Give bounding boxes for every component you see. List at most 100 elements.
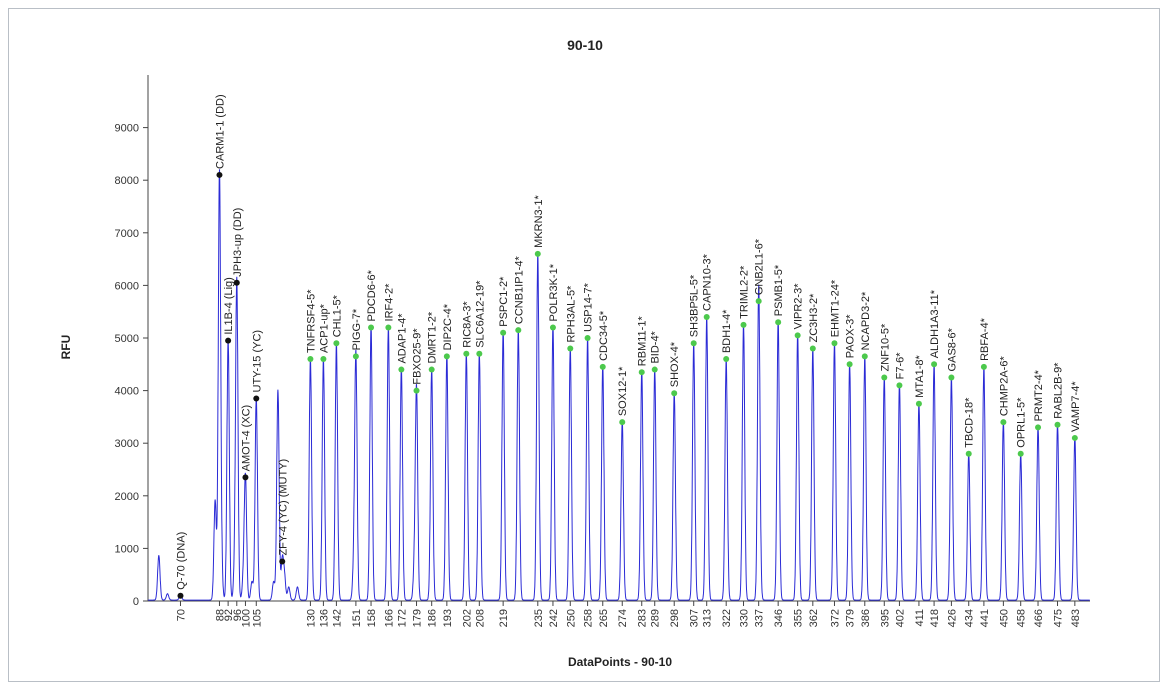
peak-label: RIC8A-3* bbox=[461, 301, 473, 348]
green-peak-marker bbox=[476, 350, 483, 357]
green-peak-marker bbox=[1071, 434, 1078, 441]
x-tick-label: 434 bbox=[964, 609, 976, 627]
x-tick-label: 105 bbox=[251, 609, 263, 627]
peak-label: ALDH1A3-11* bbox=[929, 289, 941, 358]
black-peak-marker bbox=[233, 279, 240, 286]
x-tick-label: 158 bbox=[366, 609, 378, 627]
x-tick-label: 265 bbox=[598, 609, 610, 627]
peak-label: RPH3AL-5* bbox=[565, 285, 577, 343]
peak-label: NCAPD3-2* bbox=[860, 291, 872, 350]
green-peak-marker bbox=[948, 374, 955, 381]
green-peak-marker bbox=[638, 369, 645, 376]
green-peak-marker bbox=[896, 382, 903, 389]
x-tick-label: 172 bbox=[396, 609, 408, 627]
x-tick-label: 219 bbox=[498, 609, 510, 627]
peak-label: ZC3H3-2* bbox=[808, 293, 820, 343]
y-tick-label: 9000 bbox=[115, 123, 139, 135]
green-peak-marker bbox=[500, 329, 507, 336]
y-tick-label: 4000 bbox=[115, 386, 139, 398]
x-tick-label: 379 bbox=[845, 609, 857, 627]
peak-label: IL1B-4 (Lig) bbox=[223, 277, 235, 334]
x-tick-label: 426 bbox=[946, 609, 958, 627]
peak-label: CAPN10-3* bbox=[702, 253, 714, 311]
black-peak-marker bbox=[242, 474, 249, 481]
peak-label: ACP1-up* bbox=[318, 303, 330, 353]
x-tick-label: 100 bbox=[240, 609, 252, 627]
green-peak-marker bbox=[651, 366, 658, 373]
x-tick-label: 337 bbox=[754, 609, 766, 627]
peak-label: RBM11-1* bbox=[637, 316, 649, 367]
peak-label: F7-6* bbox=[894, 352, 906, 380]
green-peak-marker bbox=[755, 298, 762, 305]
peak-label: EHMT1-24* bbox=[829, 279, 841, 337]
black-peak-marker bbox=[253, 395, 260, 402]
peak-label: PRMT2-4* bbox=[1033, 369, 1045, 421]
green-peak-marker bbox=[794, 332, 801, 339]
peak-label: GAS8-6* bbox=[946, 327, 958, 371]
green-peak-marker bbox=[619, 419, 626, 426]
peak-label: AMOT-4 (XC) bbox=[240, 405, 252, 472]
y-tick-label: 3000 bbox=[115, 438, 139, 450]
peak-label: PSMB1-5* bbox=[773, 264, 785, 316]
peak-label: SLC6A12-19* bbox=[474, 280, 486, 348]
green-peak-marker bbox=[307, 356, 314, 363]
peak-label: DMRT1-2* bbox=[427, 311, 439, 363]
x-tick-label: 202 bbox=[461, 609, 473, 627]
y-tick-label: 2000 bbox=[115, 491, 139, 503]
x-tick-label: 450 bbox=[998, 609, 1010, 627]
peak-label: OPRL1-5* bbox=[1016, 397, 1028, 448]
x-tick-label: 466 bbox=[1033, 609, 1045, 627]
green-peak-marker bbox=[398, 366, 405, 373]
x-tick-label: 346 bbox=[773, 609, 785, 627]
x-tick-label: 193 bbox=[442, 609, 454, 627]
x-tick-label: 386 bbox=[860, 609, 872, 627]
x-tick-label: 475 bbox=[1053, 609, 1065, 627]
green-peak-marker bbox=[831, 340, 838, 347]
peak-label: DIP2C-4* bbox=[442, 303, 454, 350]
x-tick-label: 258 bbox=[583, 609, 595, 627]
y-axis-title: RFU bbox=[59, 335, 73, 360]
x-tick-label: 274 bbox=[617, 609, 629, 627]
peak-label: ZNF10-5* bbox=[879, 323, 891, 371]
black-peak-marker bbox=[216, 171, 223, 178]
peak-label: CARM1-1 (DD) bbox=[214, 94, 226, 169]
x-tick-label: 88 bbox=[214, 609, 226, 621]
green-peak-marker bbox=[549, 324, 556, 331]
x-tick-label: 307 bbox=[689, 609, 701, 627]
x-axis-title: DataPoints - 90-10 bbox=[568, 655, 672, 669]
green-peak-marker bbox=[443, 353, 450, 360]
green-peak-marker bbox=[846, 361, 853, 368]
x-tick-label: 136 bbox=[318, 609, 330, 627]
x-tick-label: 298 bbox=[669, 609, 681, 627]
peak-label: POLR3K-1* bbox=[548, 263, 560, 321]
peak-label: SHOX-4* bbox=[669, 341, 681, 387]
green-peak-marker bbox=[861, 353, 868, 360]
peak-label: PSPC1-2* bbox=[498, 276, 510, 327]
y-tick-label: 1000 bbox=[115, 543, 139, 555]
green-peak-marker bbox=[428, 366, 435, 373]
peak-label: GNB2L1-6* bbox=[754, 238, 766, 295]
peak-label: VAMP7-4* bbox=[1070, 381, 1082, 432]
peak-label: RBFA-4* bbox=[979, 317, 991, 361]
peak-label: MTA1-8* bbox=[914, 354, 926, 397]
green-peak-marker bbox=[915, 400, 922, 407]
peak-label: CDC34-5* bbox=[598, 310, 610, 361]
peak-label: TNFRSF4-5* bbox=[305, 289, 317, 353]
green-peak-marker bbox=[320, 356, 327, 363]
y-tick-label: 6000 bbox=[115, 280, 139, 292]
green-peak-marker bbox=[584, 335, 591, 341]
peak-label: VIPR2-3* bbox=[793, 283, 805, 330]
chart-frame bbox=[8, 8, 1160, 682]
x-tick-label: 411 bbox=[914, 609, 926, 627]
x-tick-label: 250 bbox=[565, 609, 577, 627]
green-peak-marker bbox=[1000, 419, 1007, 426]
x-tick-label: 179 bbox=[412, 609, 424, 627]
green-peak-marker bbox=[385, 324, 392, 331]
green-peak-marker bbox=[723, 356, 730, 363]
green-peak-marker bbox=[515, 327, 522, 334]
green-peak-marker bbox=[980, 363, 987, 370]
black-peak-marker bbox=[225, 337, 232, 344]
x-tick-label: 283 bbox=[637, 609, 649, 627]
x-tick-label: 372 bbox=[829, 609, 841, 627]
